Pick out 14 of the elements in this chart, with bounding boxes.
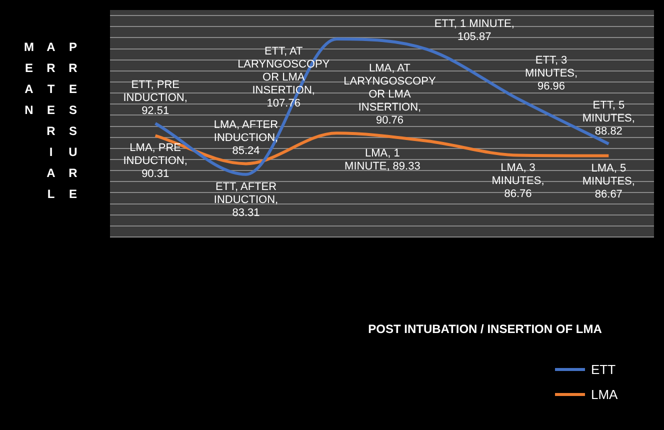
y-axis-title: MEAN ARTERIAL PRESSURE bbox=[21, 40, 81, 210]
data-label: ETT, AFTER INDUCTION, 83.31 bbox=[214, 180, 278, 219]
legend-label: ETT bbox=[591, 362, 616, 377]
text: POST INTUBATION / INSERTION OF LMA bbox=[367, 322, 603, 336]
data-label: ETT, PRE INDUCTION, 92.51 bbox=[123, 78, 188, 117]
data-label: LMA, 3 MINUTES, 86.76 bbox=[492, 162, 544, 200]
data-label: LMA, PRE INDUCTION, 90.31 bbox=[123, 142, 188, 180]
data-label: ETT, 3 MINUTES, 96.96 bbox=[524, 54, 578, 92]
data-label: LMA, 5 MINUTES, 86.67 bbox=[582, 162, 635, 200]
data-label: ETT, 5 MINUTES, 88.82 bbox=[582, 99, 635, 138]
data-label: LMA, 1 MINUTE, 89.33 bbox=[344, 148, 420, 173]
data-label: ETT, 1 MINUTE, 105.87 bbox=[434, 18, 514, 44]
legend-label: LMA bbox=[591, 387, 618, 402]
data-label: LMA, AT LARYNGOSCOPY OR LMA INSERTION, 90.76 bbox=[344, 62, 436, 127]
